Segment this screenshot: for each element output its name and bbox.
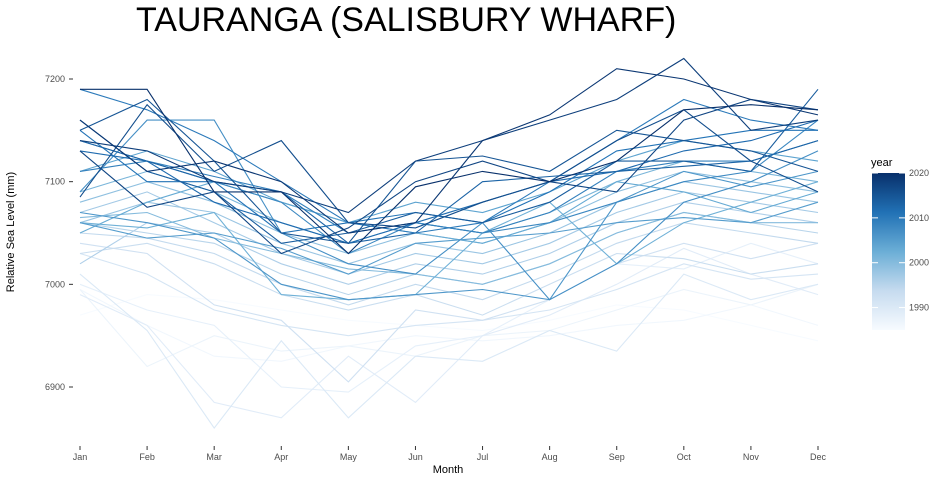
legend-title: year bbox=[871, 157, 893, 169]
legend-ticks: 1990 2000 2010 2020 bbox=[872, 168, 929, 313]
x-tick-label: Jun bbox=[408, 452, 423, 462]
series-line-1997 bbox=[79, 191, 819, 275]
series-line-1985 bbox=[79, 294, 819, 342]
series-line-1987 bbox=[79, 283, 819, 368]
x-tick-label: Sep bbox=[609, 452, 625, 462]
x-tick-label: Jul bbox=[477, 452, 489, 462]
series-line-1986 bbox=[79, 289, 819, 362]
series-line-2013 bbox=[79, 140, 819, 244]
x-tick-label: Mar bbox=[206, 452, 222, 462]
legend-tick-label: 1990 bbox=[909, 303, 929, 313]
series-lines bbox=[79, 57, 819, 430]
x-tick-label: Jan bbox=[73, 452, 88, 462]
series-line-1998 bbox=[79, 181, 819, 265]
series-line-2015 bbox=[79, 98, 819, 244]
series-line-2007 bbox=[79, 119, 819, 301]
x-tick-label: Apr bbox=[274, 452, 288, 462]
y-tick-label: 7000 bbox=[45, 279, 65, 289]
series-line-2016 bbox=[79, 103, 819, 229]
x-axis-title: Month bbox=[433, 464, 464, 476]
x-tick-label: May bbox=[340, 452, 358, 462]
x-tick-label: Nov bbox=[743, 452, 760, 462]
legend-tick-label: 2010 bbox=[909, 213, 929, 223]
y-tick-label: 7100 bbox=[45, 177, 65, 187]
x-tick-label: Oct bbox=[677, 452, 692, 462]
series-line-2017 bbox=[79, 98, 819, 255]
series-line-1995 bbox=[79, 211, 819, 296]
legend-tick-label: 2000 bbox=[909, 258, 929, 268]
series-line-2005 bbox=[79, 201, 819, 275]
legend: year 1990 2000 2010 2020 bbox=[871, 157, 929, 330]
y-axis-title: Relative Sea Level (mm) bbox=[5, 172, 17, 292]
x-tick-label: Dec bbox=[810, 452, 827, 462]
series-line-1992 bbox=[79, 242, 819, 383]
series-line-1990 bbox=[79, 273, 819, 430]
legend-colorbar bbox=[872, 173, 905, 330]
series-line-2001 bbox=[79, 160, 819, 244]
series-line-1988 bbox=[79, 242, 819, 393]
legend-tick-label: 2020 bbox=[909, 168, 929, 178]
series-line-2020 bbox=[80, 88, 819, 255]
series-line-2006 bbox=[79, 170, 819, 301]
x-tick-label: Feb bbox=[139, 452, 155, 462]
series-line-2014 bbox=[79, 88, 819, 244]
x-tick-label: Aug bbox=[542, 452, 558, 462]
series-line-1991 bbox=[79, 252, 819, 337]
series-line-2018 bbox=[79, 57, 819, 214]
y-axis: 6900 7000 7100 7200 bbox=[45, 74, 73, 392]
series-line-2019 bbox=[79, 68, 819, 234]
series-line-2012 bbox=[79, 119, 819, 244]
series-line-2010 bbox=[79, 88, 819, 234]
y-tick-label: 6900 bbox=[45, 382, 65, 392]
series-line-1996 bbox=[79, 201, 819, 285]
series-line-1993 bbox=[79, 242, 819, 316]
x-axis: Jan Feb Mar Apr May Jun Jul Aug Sep Oct Nov Dec bbox=[73, 446, 827, 462]
series-line-2003 bbox=[79, 181, 819, 244]
y-tick-label: 7200 bbox=[45, 74, 65, 84]
series-line-1989 bbox=[79, 247, 819, 419]
chart-title: TAURANGA (SALISBURY WHARF) bbox=[136, 1, 676, 39]
series-line-2002 bbox=[79, 181, 819, 301]
